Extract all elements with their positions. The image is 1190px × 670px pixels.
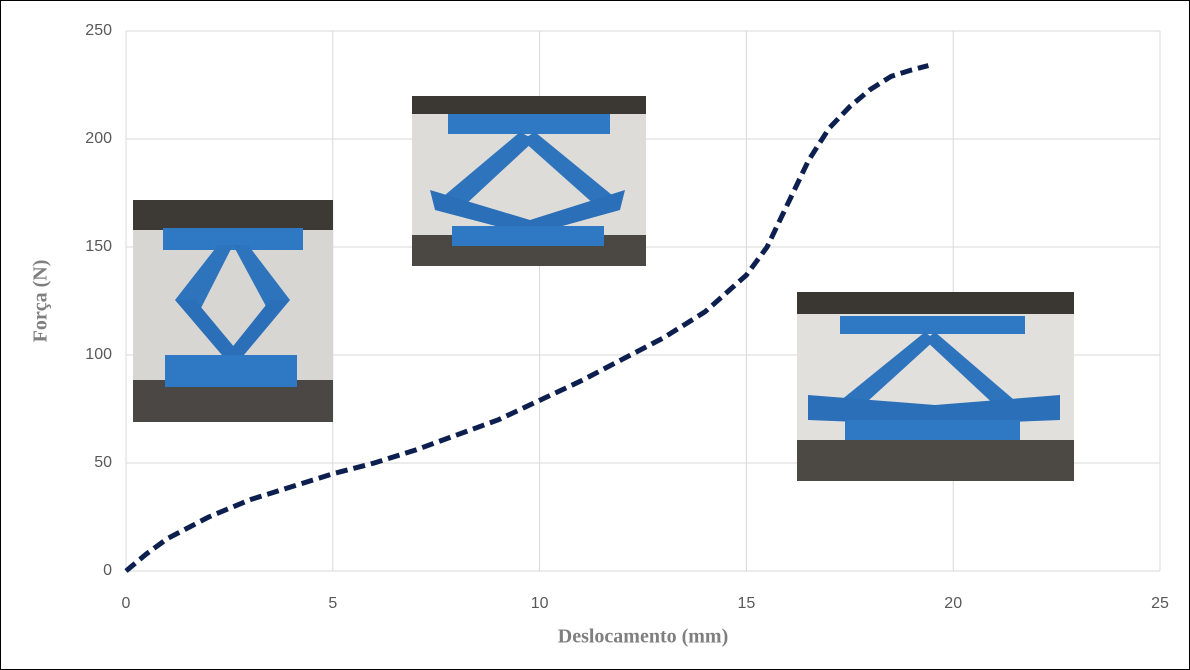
photo <box>133 200 333 422</box>
x-tick-label: 0 <box>122 595 131 612</box>
x-tick-label: 25 <box>1151 595 1169 612</box>
y-tick-label: 100 <box>85 346 112 363</box>
y-tick-label: 200 <box>85 130 112 147</box>
photos <box>133 96 1074 481</box>
plot <box>124 63 930 573</box>
y-tick-label: 0 <box>103 562 112 579</box>
photo <box>412 96 646 266</box>
data-line <box>124 63 930 573</box>
x-tick-label: 15 <box>738 595 756 612</box>
x-tick-label: 5 <box>328 595 337 612</box>
y-tick-label: 50 <box>94 454 112 471</box>
y-tick-label: 150 <box>85 238 112 255</box>
x-tick-label: 10 <box>531 595 549 612</box>
y-axis-title: Força (N) <box>30 260 52 343</box>
x-axis-title: Deslocamento (mm) <box>558 626 729 648</box>
y-tick-label: 250 <box>85 22 112 39</box>
x-tick-label: 20 <box>944 595 962 612</box>
photo <box>797 292 1074 481</box>
